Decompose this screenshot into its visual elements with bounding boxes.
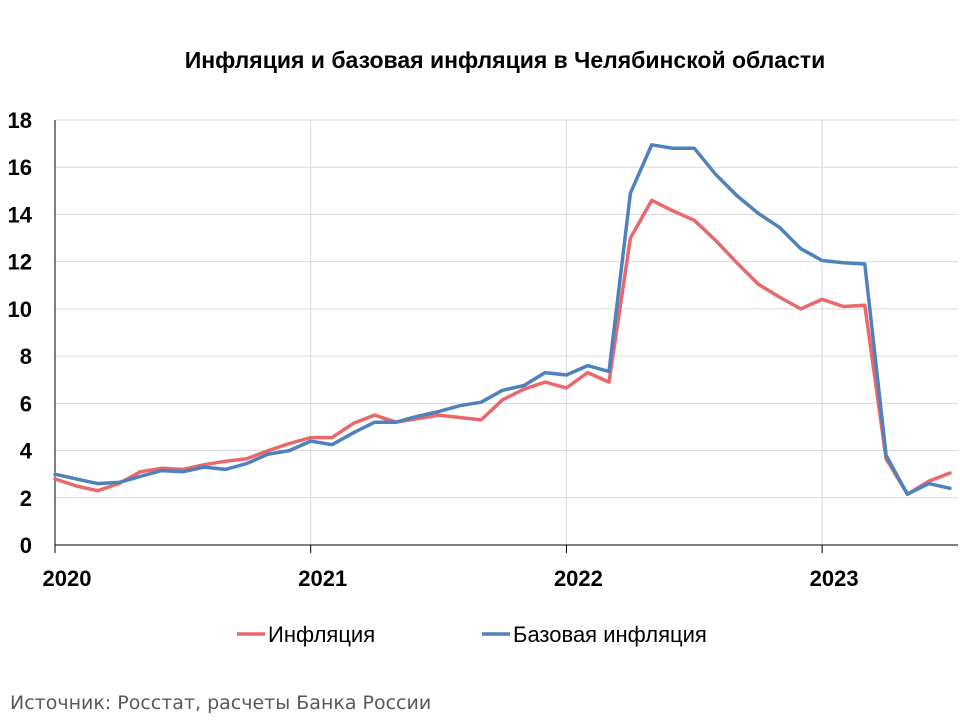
y-tick-label: 2	[20, 486, 32, 511]
legend-item: Базовая инфляция	[482, 622, 707, 647]
y-tick-label: 0	[20, 533, 32, 558]
legend: Инфляция Базовая инфляция	[237, 622, 707, 647]
x-axis-tick-labels: 2020 2021 2022 2023	[43, 566, 859, 591]
series-line-core-inflation	[53, 143, 952, 496]
x-tick-label: 2022	[554, 566, 603, 591]
gridlines	[55, 119, 958, 545]
y-tick-label: 10	[8, 297, 32, 322]
y-tick-label: 12	[8, 250, 32, 275]
series-lines	[53, 143, 952, 496]
source-note: Источник: Росстат, расчеты Банка России	[10, 692, 432, 714]
x-tick-label: 2020	[43, 566, 92, 591]
y-tick-label: 8	[20, 344, 32, 369]
series-line-inflation	[53, 198, 952, 496]
y-tick-label: 6	[20, 391, 32, 416]
y-tick-label: 18	[8, 108, 32, 133]
chart-title: Инфляция и базовая инфляция в Челябинско…	[185, 47, 826, 73]
x-tick-label: 2023	[810, 566, 859, 591]
y-tick-label: 4	[20, 439, 33, 464]
y-tick-label: 16	[8, 155, 32, 180]
legend-label: Инфляция	[268, 622, 375, 647]
x-tick-label: 2021	[298, 566, 347, 591]
legend-label: Базовая инфляция	[513, 622, 707, 647]
legend-item: Инфляция	[237, 622, 375, 647]
y-axis-tick-labels: 0 2 4 6 8 10 12 14 16 18	[8, 108, 33, 558]
y-tick-label: 14	[8, 202, 33, 227]
